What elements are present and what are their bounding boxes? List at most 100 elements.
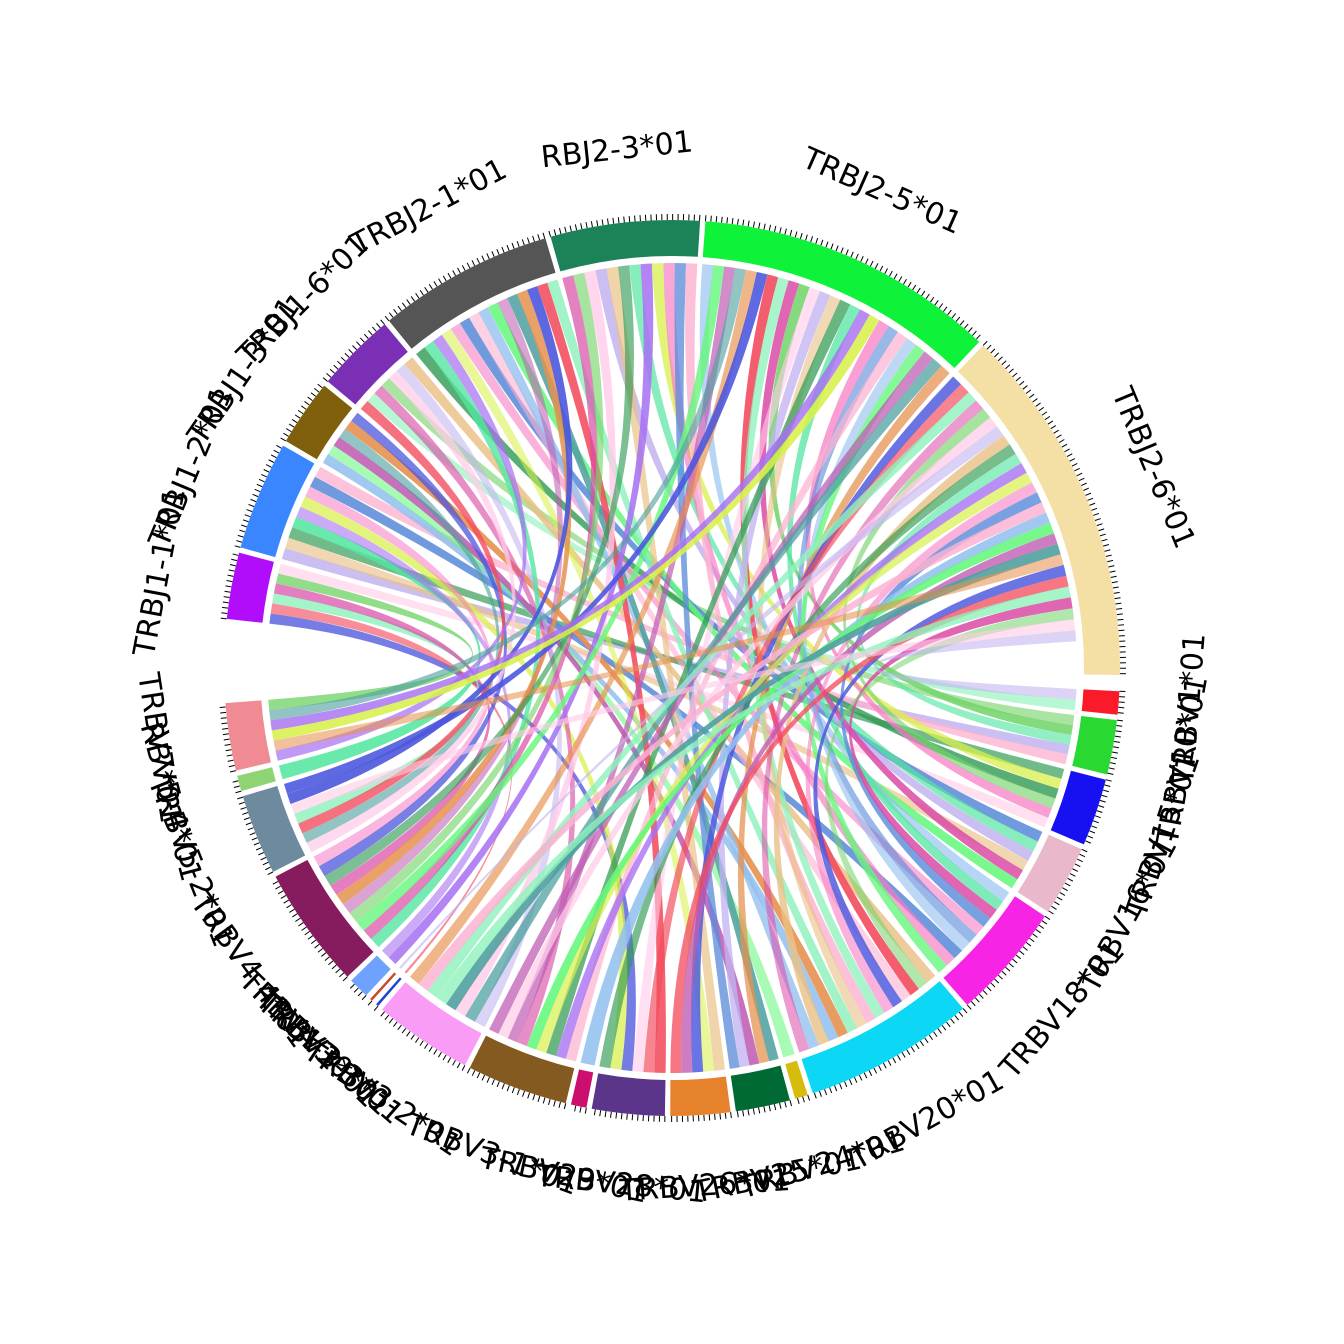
tick-mark [357, 991, 363, 997]
tick-mark [810, 236, 814, 243]
tick-mark [424, 286, 429, 293]
tick-mark [942, 306, 948, 312]
tick-mark [335, 968, 341, 974]
tick-mark [246, 509, 253, 513]
tick-mark [1112, 586, 1119, 589]
tick-mark [231, 558, 238, 562]
tick-mark [1089, 830, 1096, 834]
tick-mark [242, 812, 249, 815]
tick-mark [919, 1040, 925, 1047]
tick-mark [1029, 937, 1035, 943]
tick-mark [410, 296, 416, 302]
tick-mark [433, 1049, 438, 1055]
tick-mark [994, 978, 1000, 984]
chord-ribbon [465, 358, 942, 1022]
tick-mark [1069, 458, 1076, 462]
tick-layer [219, 213, 1127, 1123]
tick-mark [574, 224, 578, 231]
tick-mark [268, 459, 275, 463]
tick-mark [779, 227, 782, 234]
chord-ribbon [318, 412, 507, 877]
tick-mark [447, 272, 452, 279]
tick-mark [584, 1107, 587, 1114]
tick-mark [307, 396, 313, 402]
segment-arc [242, 785, 306, 872]
tick-mark [1074, 863, 1081, 868]
tick-mark [516, 241, 520, 248]
tick-mark [401, 1027, 407, 1034]
tick-mark [990, 348, 996, 354]
tick-mark [564, 226, 567, 233]
segment-arc [388, 238, 556, 349]
chord-ribbon [324, 265, 634, 886]
tick-mark [229, 564, 236, 567]
tick-mark [626, 1113, 628, 1120]
tick-mark [359, 337, 365, 343]
tick-mark [1015, 954, 1021, 960]
tick-mark [496, 248, 500, 255]
tick-mark [248, 503, 255, 508]
tick-mark [361, 995, 367, 1001]
tick-mark [277, 890, 284, 895]
tick-mark [424, 1043, 429, 1049]
segment-arc [702, 221, 980, 369]
tick-mark [916, 287, 921, 294]
tick-mark [471, 260, 476, 267]
tick-mark [1001, 360, 1007, 366]
tick-mark [232, 553, 239, 556]
tick-mark [970, 1001, 976, 1007]
chord-ribbon [737, 365, 950, 1064]
tick-mark [491, 251, 495, 257]
tick-mark [1053, 429, 1059, 434]
tick-mark [304, 401, 310, 406]
tick-mark [742, 219, 745, 226]
tick-mark [461, 265, 466, 271]
tick-mark [1019, 380, 1025, 386]
tick-mark [878, 1065, 882, 1072]
tick-mark [825, 241, 829, 248]
tick-mark [799, 232, 803, 239]
tick-mark [447, 1057, 452, 1064]
chord-ribbon [740, 274, 919, 996]
tick-mark [855, 253, 859, 260]
tick-mark [1076, 472, 1083, 477]
tick-mark [304, 930, 310, 936]
tick-mark [951, 313, 957, 319]
tick-mark [1050, 425, 1057, 430]
segment-arc [226, 552, 274, 623]
tick-mark [731, 218, 734, 225]
tick-mark [249, 832, 256, 836]
tick-mark [910, 1046, 915, 1053]
tick-mark [730, 1112, 732, 1119]
tick-mark [353, 987, 359, 993]
tick-mark [1094, 815, 1101, 819]
tick-mark [419, 1040, 424, 1046]
tick-mark [280, 894, 287, 899]
tick-mark [601, 219, 604, 226]
tick-mark [240, 524, 247, 528]
tick-mark [563, 1103, 567, 1110]
tick-mark [237, 534, 244, 538]
tick-mark [1115, 730, 1122, 733]
tick-mark [950, 1018, 955, 1024]
tick-mark [220, 711, 227, 714]
tick-mark [254, 488, 261, 493]
segment-arc [370, 972, 397, 1001]
tick-mark [558, 228, 562, 235]
tick-mark [291, 418, 298, 424]
tick-mark [262, 861, 269, 866]
tick-mark [481, 255, 485, 262]
tick-mark [329, 368, 335, 374]
tick-mark [1099, 533, 1106, 537]
chord-ribbon [455, 270, 617, 1017]
tick-mark [1022, 385, 1028, 390]
tick-mark [947, 309, 952, 316]
tick-mark [1087, 497, 1094, 501]
tick-mark [1108, 565, 1115, 568]
tick-mark [223, 596, 230, 599]
tick-mark [763, 1106, 766, 1113]
tick-mark [897, 1054, 901, 1061]
tick-mark [849, 1079, 853, 1086]
tick-mark [1051, 905, 1057, 910]
tick-mark [585, 222, 588, 229]
